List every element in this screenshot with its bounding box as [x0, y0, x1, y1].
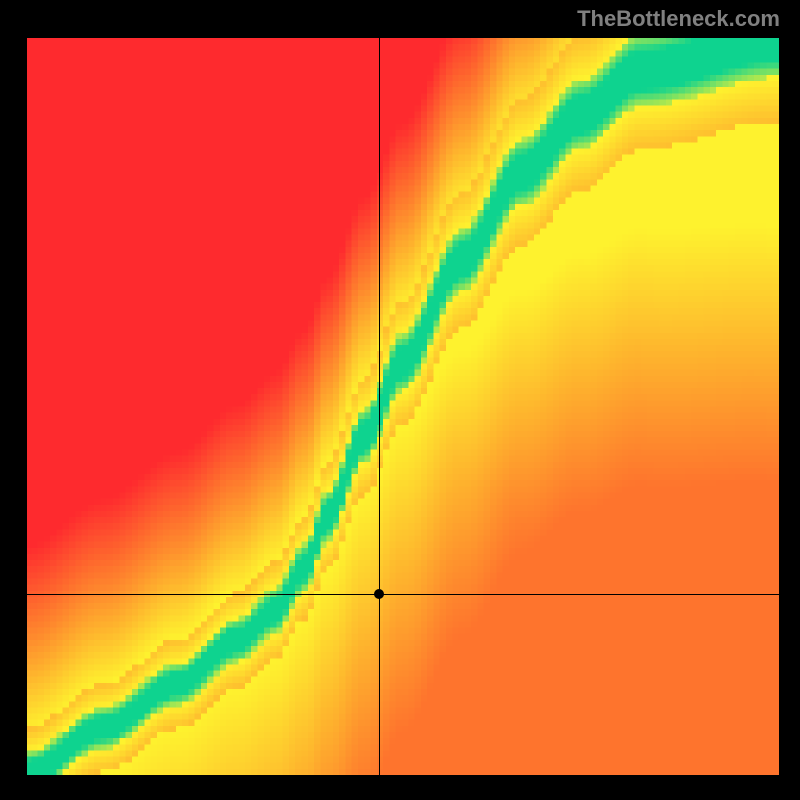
- chart-container: TheBottleneck.com: [0, 0, 800, 800]
- x-axis-line: [25, 775, 779, 777]
- heatmap-plot: [25, 38, 779, 775]
- crosshair-horizontal: [25, 594, 779, 595]
- watermark-text: TheBottleneck.com: [577, 6, 780, 32]
- y-axis-line: [25, 38, 27, 775]
- data-point-marker: [374, 589, 384, 599]
- crosshair-vertical: [379, 38, 380, 775]
- heatmap-canvas: [25, 38, 779, 775]
